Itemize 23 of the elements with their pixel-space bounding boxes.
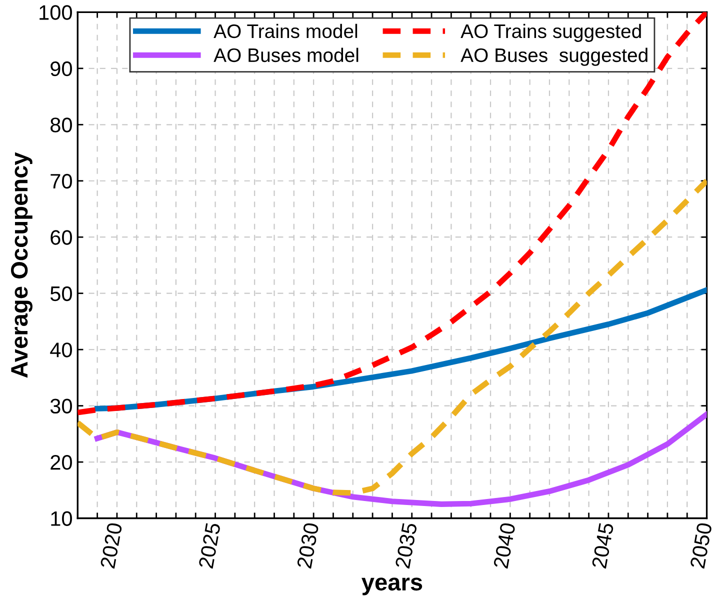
x-tick-label: 2030 [296, 522, 319, 569]
y-tick-label: 50 [50, 286, 72, 302]
legend-label: AO Trains suggested [460, 24, 641, 42]
legend-label: AO Buses model [214, 48, 358, 62]
y-tick-label: 100 [40, 5, 72, 20]
y-tick-label: 30 [50, 398, 72, 414]
y-tick-label: 90 [50, 61, 72, 76]
y-axis-title: Average Occupency [10, 152, 32, 378]
x-tick-label: 2025 [198, 522, 221, 569]
x-tick-label: 2020 [100, 522, 122, 569]
x-tick-label: 2040 [493, 522, 516, 569]
y-tick-label: 70 [50, 174, 72, 189]
x-axis-title: years [362, 578, 422, 596]
x-tick-label: 2045 [592, 522, 614, 569]
x-tick-label: 2050 [690, 522, 712, 569]
legend-label: AO Trains model [214, 24, 358, 38]
y-tick-label: 40 [50, 342, 72, 358]
x-tick-label: 2035 [394, 522, 418, 569]
y-tick-label: 20 [50, 455, 72, 470]
y-tick-label: 10 [51, 511, 72, 526]
y-tick-label: 60 [50, 230, 72, 245]
legend-label: AO Buses suggested [460, 48, 648, 66]
y-tick-label: 80 [50, 118, 72, 132]
